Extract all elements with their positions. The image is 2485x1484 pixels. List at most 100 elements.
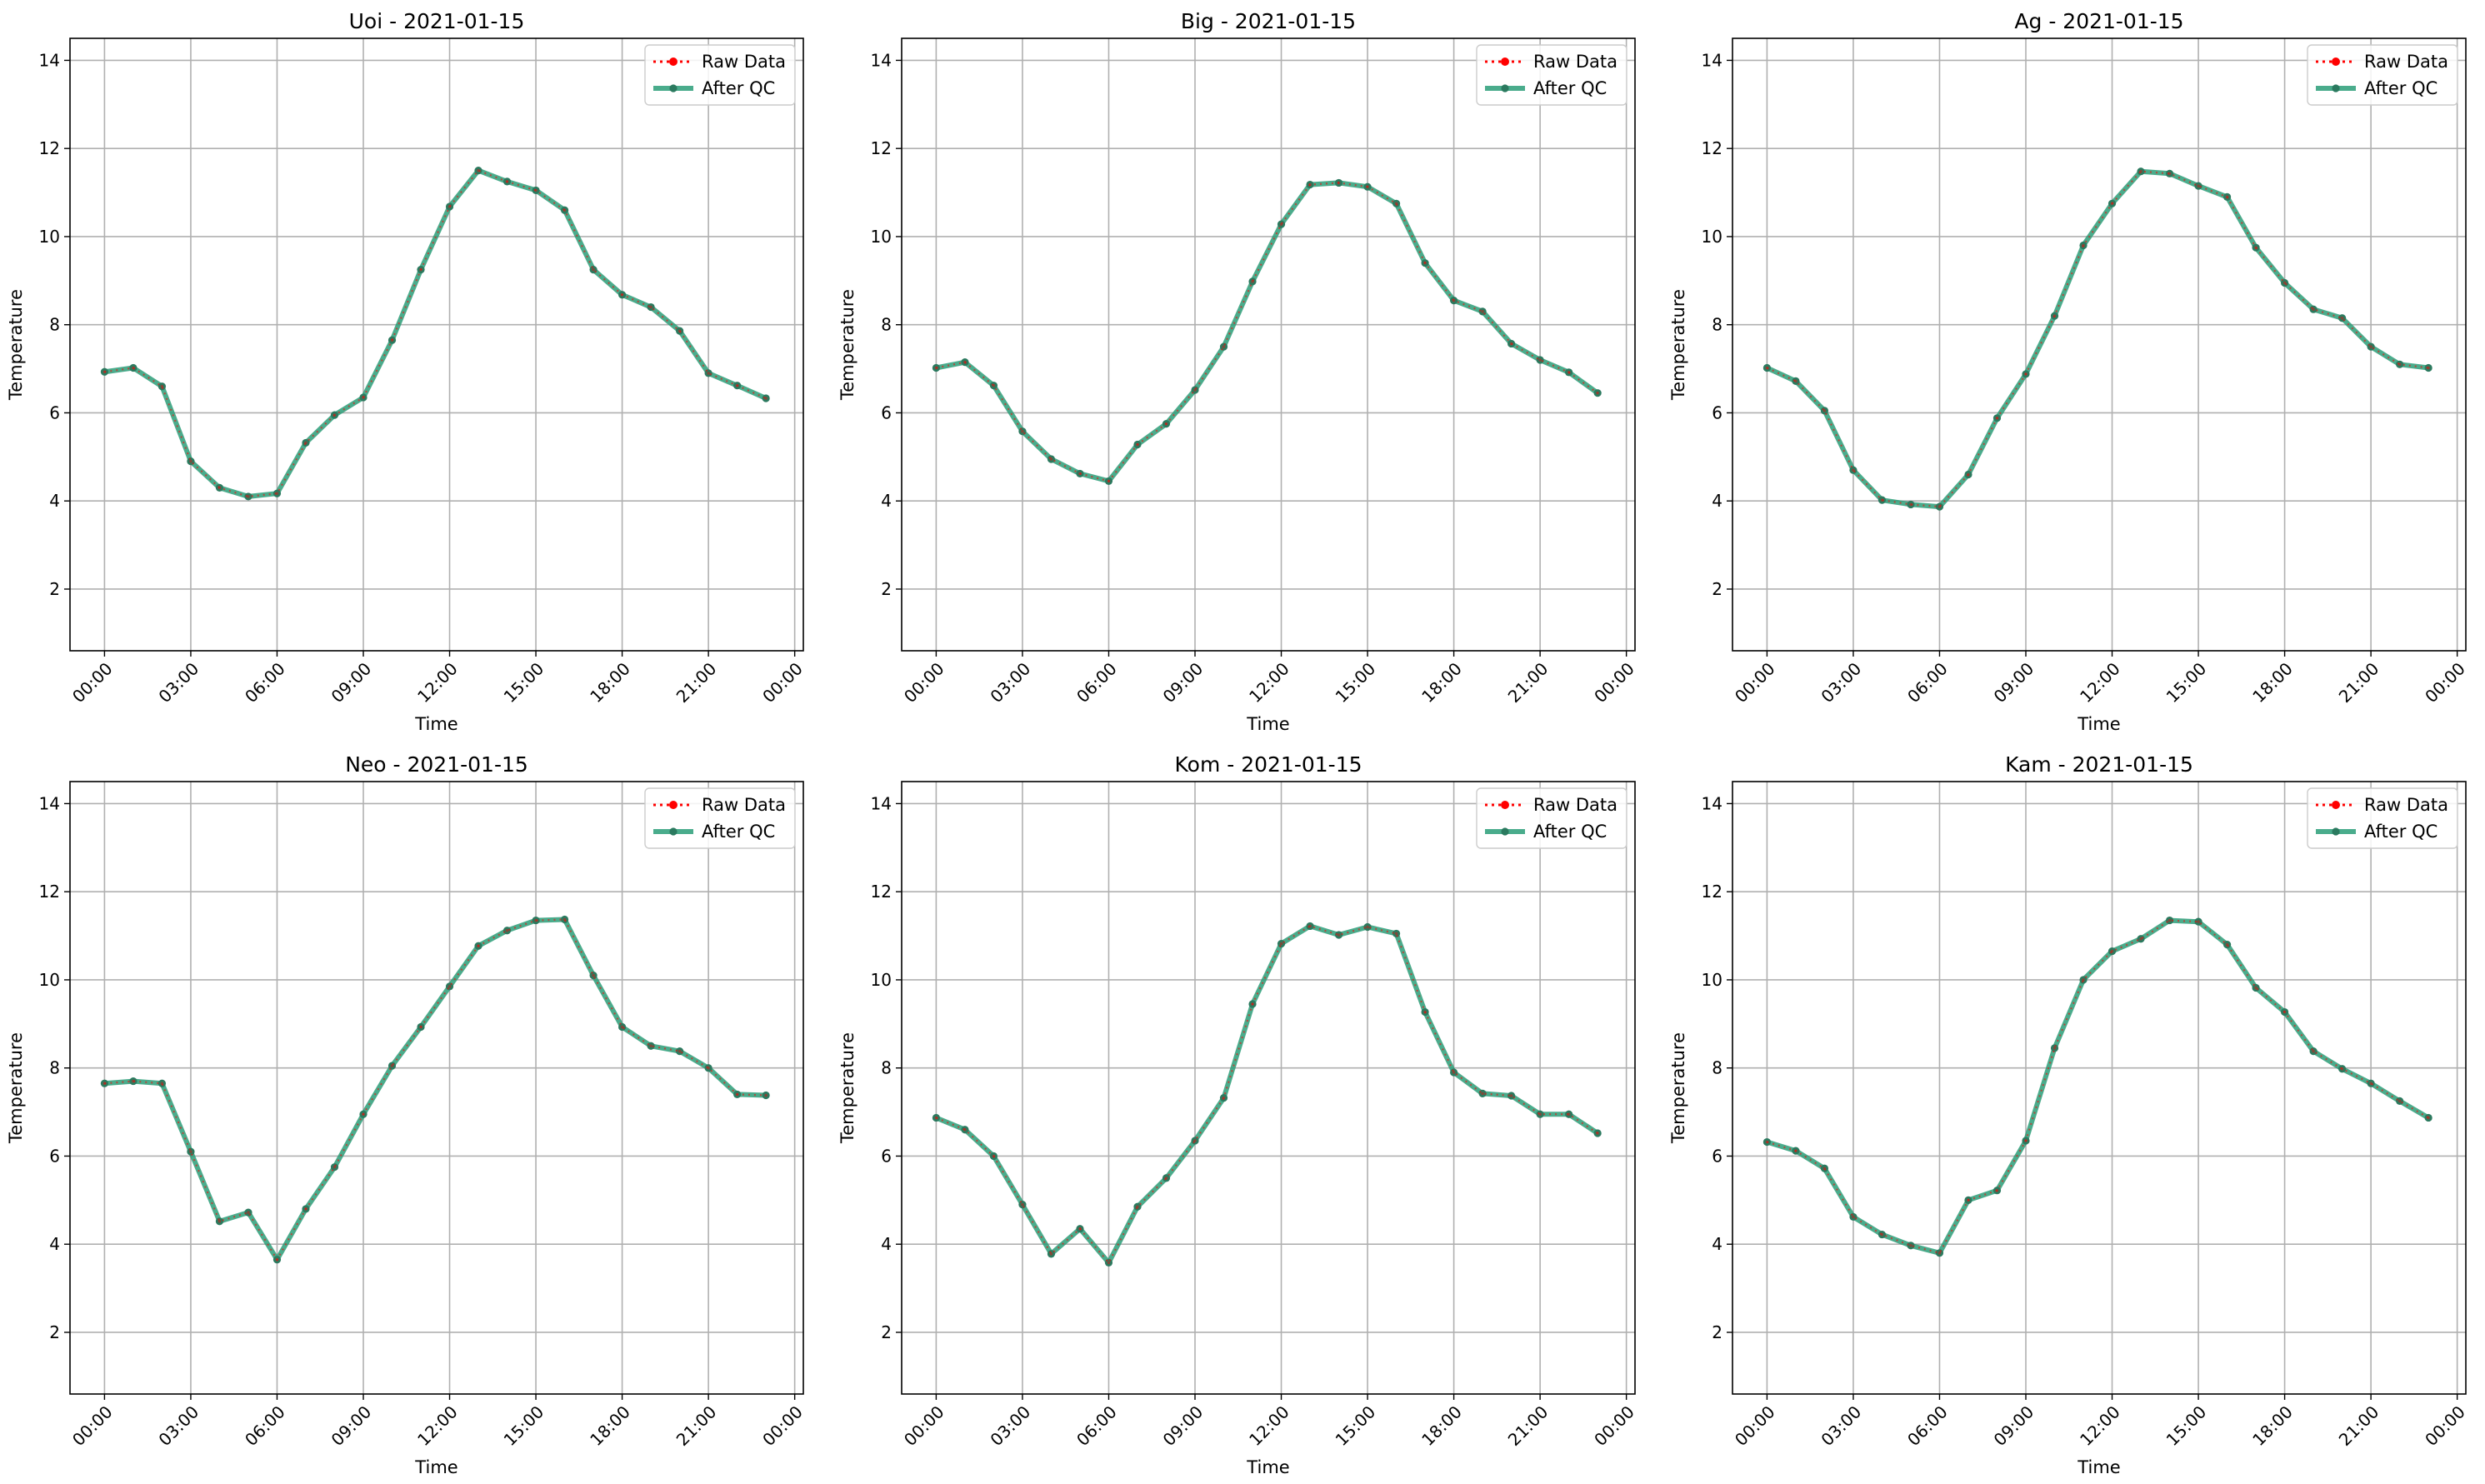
y-tick-label: 8 (881, 315, 892, 335)
y-tick-label: 12 (39, 882, 60, 902)
y-tick-label: 2 (881, 579, 892, 599)
data-point-after-qc (1593, 389, 1602, 397)
data-point-raw-data (620, 1025, 624, 1029)
data-point-raw-data (218, 486, 222, 490)
legend-marker-raw-data (2332, 801, 2340, 809)
data-point-raw-data (448, 205, 452, 208)
x-tick-label: 12:00 (1245, 1402, 1293, 1450)
y-tick-label: 8 (1712, 315, 1722, 335)
data-point-raw-data (304, 1207, 308, 1211)
data-point-raw-data (1164, 1177, 1168, 1180)
data-point-after-qc (2079, 976, 2088, 984)
x-tick-label: 09:00 (1159, 1402, 1208, 1450)
data-point-raw-data (419, 267, 422, 272)
data-point-after-qc (158, 1079, 167, 1087)
data-point-raw-data (1967, 1198, 1970, 1202)
data-point-raw-data (1021, 429, 1024, 433)
x-tick-label: 18:00 (586, 1402, 634, 1450)
data-point-raw-data (1251, 280, 1254, 283)
x-axis-label: Time (414, 714, 458, 734)
data-point-raw-data (332, 1165, 337, 1169)
y-tick-label: 8 (1712, 1058, 1722, 1078)
data-point-after-qc (129, 363, 138, 372)
x-tick-label: 00:00 (1590, 1402, 1638, 1450)
x-tick-label: 03:00 (154, 658, 202, 707)
plot-area (1732, 38, 2466, 651)
data-point-raw-data (1337, 933, 1341, 937)
data-point-after-qc (989, 382, 998, 390)
data-point-raw-data (1995, 1188, 1999, 1192)
series-line-after-qc (935, 180, 1599, 484)
data-point-after-qc (445, 202, 454, 211)
x-tick-label: 09:00 (1990, 658, 2038, 707)
data-point-raw-data (332, 413, 337, 417)
data-point-raw-data (2024, 1139, 2028, 1142)
x-tick-label: 15:00 (1332, 658, 1380, 707)
data-point-after-qc (2050, 1044, 2059, 1052)
data-point-after-qc (1820, 1164, 1829, 1172)
x-tick-label: 12:00 (2076, 658, 2124, 707)
data-point-raw-data (2197, 920, 2200, 923)
plot-area (70, 782, 803, 1394)
plot-frame (1732, 37, 2467, 652)
x-tick-label: 00:00 (1731, 658, 1779, 707)
data-point-after-qc (961, 1126, 969, 1134)
x-tick-label: 00:00 (2421, 658, 2469, 707)
data-point-after-qc (1593, 1129, 1602, 1137)
data-point-after-qc (1363, 922, 1372, 932)
chart-title: Neo - 2021-01-15 (345, 752, 528, 777)
chart-panel: 00:00 03:00 06:00 09:00 12:00 15:00 18:00 21:00… (6, 752, 807, 1477)
data-point-after-qc (129, 1077, 138, 1086)
y-tick-label: 2 (1712, 579, 1722, 599)
data-point-raw-data (2398, 362, 2402, 367)
y-tick-label: 10 (39, 227, 60, 247)
data-point-raw-data (1078, 1227, 1082, 1231)
data-point-raw-data (1596, 391, 1599, 395)
data-point-raw-data (102, 370, 107, 374)
x-axis-label: Time (1246, 1457, 1289, 1477)
x-tick-label: 03:00 (986, 1402, 1034, 1450)
y-axis-label: Temperature (838, 1032, 858, 1144)
data-point-raw-data (2427, 1116, 2430, 1120)
x-tick-label: 12:00 (413, 1402, 462, 1450)
y-tick-label: 2 (49, 579, 60, 599)
plot-area (70, 38, 803, 651)
y-axis-label: Temperature (6, 289, 26, 401)
data-point-raw-data (304, 441, 308, 445)
legend-label-raw-data: Raw Data (2364, 795, 2448, 815)
data-point-raw-data (2110, 949, 2114, 953)
legend-marker-after-qc (669, 827, 678, 836)
data-point-raw-data (419, 1025, 422, 1029)
x-tick-label: 12:00 (2076, 1402, 2124, 1450)
legend: Raw Data After QC (2307, 787, 2458, 849)
x-tick-label: 00:00 (68, 1402, 117, 1450)
data-point-after-qc (1878, 1230, 1887, 1239)
y-tick-label: 10 (1702, 970, 1722, 990)
chart-panel: 00:00 03:00 06:00 09:00 12:00 15:00 18:00 21:00… (838, 752, 1638, 1477)
series-line-after-qc (935, 923, 1599, 1266)
legend-marker-after-qc (669, 84, 678, 92)
x-tick-label: 18:00 (2248, 1402, 2297, 1450)
data-point-raw-data (189, 1150, 192, 1153)
data-point-after-qc (762, 394, 770, 402)
data-point-raw-data (1164, 422, 1168, 426)
legend-label-after-qc: After QC (2364, 78, 2438, 98)
chart-title: Uoi - 2021-01-15 (349, 9, 525, 33)
y-tick-label: 8 (881, 1058, 892, 1078)
chart-panel: 00:00 03:00 06:00 09:00 12:00 15:00 18:00 21:00… (838, 9, 1638, 734)
y-tick-label: 10 (871, 970, 892, 990)
legend-marker-after-qc (1501, 84, 1509, 92)
data-point-raw-data (1452, 298, 1456, 302)
data-point-after-qc (2338, 1065, 2347, 1073)
data-point-raw-data (678, 1049, 682, 1053)
data-point-raw-data (1880, 498, 1884, 502)
x-tick-label: 06:00 (1072, 658, 1121, 707)
data-point-after-qc (2108, 947, 2117, 956)
data-point-after-qc (2079, 241, 2088, 250)
data-point-raw-data (1822, 1167, 1827, 1171)
y-tick-label: 12 (39, 138, 60, 158)
data-point-raw-data (275, 1257, 279, 1262)
legend-marker-after-qc (1501, 827, 1509, 836)
data-point-after-qc (2424, 1113, 2432, 1122)
x-tick-label: 15:00 (1332, 1402, 1380, 1450)
